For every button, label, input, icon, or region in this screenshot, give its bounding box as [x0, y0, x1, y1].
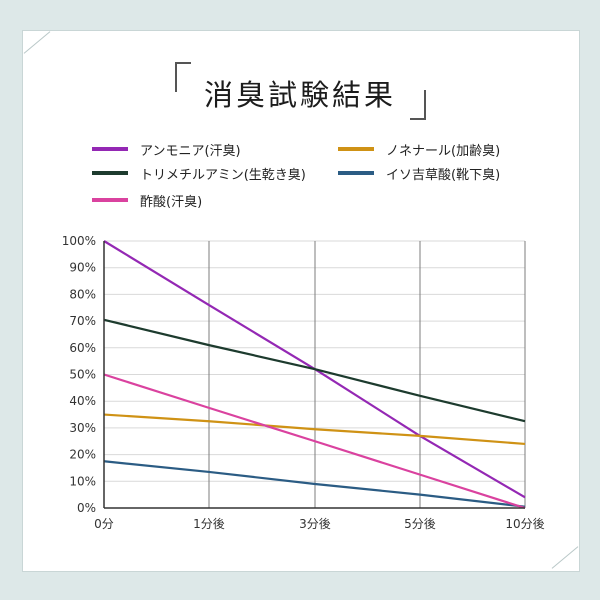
x-tick-label: 0分: [94, 517, 114, 531]
legend-swatch: [92, 171, 128, 175]
x-tick-label: 5分後: [404, 517, 436, 531]
series-line-5: [103, 373, 526, 510]
legend-item-nonenal: ノネナール(加齢臭): [338, 139, 500, 159]
grid: [104, 240, 526, 508]
title-bracket-close: [410, 90, 426, 120]
legend-label: アンモニア(汗臭): [140, 143, 241, 159]
x-tick-label: 10分後: [505, 517, 544, 531]
series-lines: [103, 240, 526, 510]
legend-swatch: [338, 147, 374, 151]
series-line-4: [103, 460, 526, 508]
y-tick-label: 50%: [69, 368, 96, 382]
legend-label: ノネナール(加齢臭): [386, 143, 501, 159]
legend-label: 酢酸(汗臭): [140, 194, 203, 210]
y-tick-label: 30%: [69, 421, 96, 435]
legend-label: トリメチルアミン(生乾き臭): [140, 167, 306, 183]
legend-item-trimethylamine: トリメチルアミン(生乾き臭): [92, 163, 306, 183]
y-tick-label: 100%: [62, 234, 96, 248]
y-tick-label: 60%: [69, 341, 96, 355]
chart-title: 消臭試験結果: [203, 78, 396, 112]
legend-item-acetic-acid: 酢酸(汗臭): [92, 190, 202, 210]
legend-item-isovaleric-acid: イソ吉草酸(靴下臭): [338, 163, 500, 183]
legend-label: イソ吉草酸(靴下臭): [386, 167, 501, 183]
tick-labels: 0% 10% 20% 30% 40% 50% 60% 70% 80% 90% 100% 0分 1分後 3分…: [62, 234, 545, 531]
y-tick-label: 90%: [69, 261, 96, 275]
x-tick-label: 3分後: [299, 517, 331, 531]
legend-item-ammonia: アンモニア(汗臭): [92, 139, 241, 159]
y-tick-label: 20%: [69, 448, 96, 462]
y-tick-label: 40%: [69, 394, 96, 408]
series-line-3: [103, 318, 526, 423]
y-tick-label: 10%: [69, 474, 96, 488]
y-tick-label: 80%: [69, 287, 96, 301]
title-block: 消臭試験結果: [0, 62, 600, 122]
x-tick-label: 1分後: [193, 517, 225, 531]
title-bracket-open: [175, 62, 191, 92]
legend-swatch: [92, 147, 128, 151]
legend-swatch: [92, 198, 128, 202]
series-line-2: [103, 413, 526, 446]
axes: [103, 241, 525, 509]
y-tick-label: 70%: [69, 314, 96, 328]
y-tick-label: 0%: [77, 501, 96, 515]
legend-swatch: [338, 171, 374, 175]
